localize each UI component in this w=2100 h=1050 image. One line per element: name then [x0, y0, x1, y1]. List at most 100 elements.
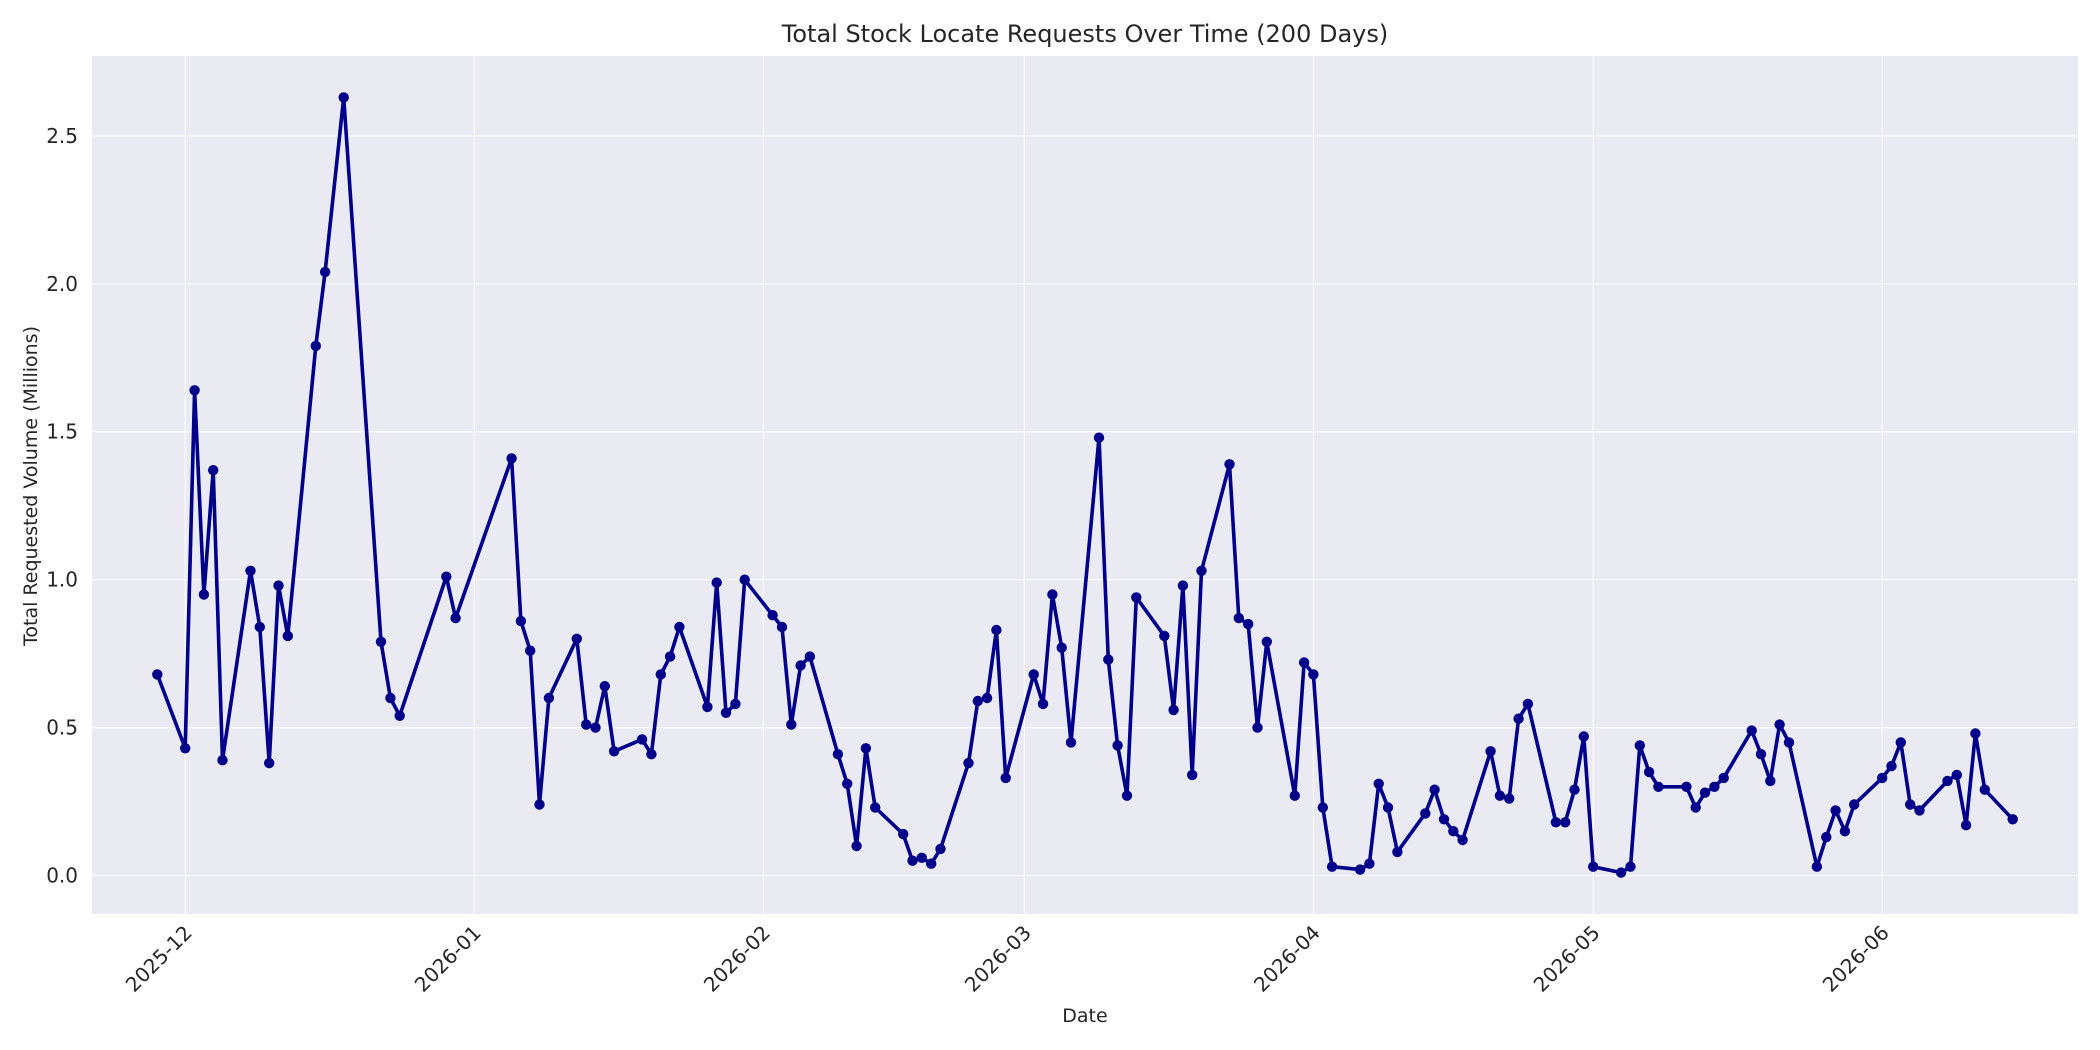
plot-area — [92, 56, 2078, 914]
data-point — [581, 719, 592, 730]
data-point — [1028, 669, 1039, 680]
data-point — [208, 465, 219, 476]
data-point — [646, 749, 657, 760]
data-point — [1625, 861, 1636, 872]
y-tick-label: 0.5 — [46, 716, 78, 740]
data-point — [1830, 805, 1841, 816]
data-point — [1877, 772, 1888, 784]
data-point — [189, 385, 200, 396]
data-point — [608, 746, 620, 757]
data-point — [1289, 790, 1301, 801]
data-point — [1746, 725, 1757, 736]
data-point — [1615, 867, 1627, 878]
data-point — [1653, 781, 1664, 792]
data-point — [1849, 799, 1860, 810]
data-point — [394, 710, 405, 721]
data-point — [1905, 799, 1916, 810]
y-axis-ticks: 0.0 0.5 1.0 1.5 2.0 2.5 — [46, 124, 78, 888]
data-point — [1308, 669, 1319, 680]
data-point — [1093, 432, 1105, 443]
data-point — [1438, 814, 1450, 825]
data-point — [534, 799, 545, 810]
data-point — [319, 266, 331, 278]
data-point — [1233, 612, 1245, 624]
data-point — [767, 610, 778, 621]
data-point — [935, 843, 946, 855]
data-point — [1774, 719, 1785, 730]
data-point — [907, 855, 918, 866]
data-point — [636, 734, 648, 745]
data-point — [599, 681, 610, 692]
data-point — [1261, 636, 1273, 647]
data-point — [245, 565, 256, 576]
data-point — [543, 692, 555, 704]
data-point — [441, 571, 452, 582]
data-point — [198, 589, 210, 600]
data-point — [2007, 814, 2018, 825]
data-point — [1056, 642, 1067, 653]
data-point — [1970, 728, 1981, 739]
data-point — [711, 577, 722, 588]
data-point — [870, 802, 881, 813]
data-point — [1550, 817, 1562, 828]
data-point — [525, 645, 536, 656]
data-point — [1886, 760, 1897, 772]
data-point — [506, 453, 517, 464]
y-tick-label: 1.0 — [46, 568, 78, 592]
data-point — [217, 755, 228, 766]
data-point — [786, 719, 797, 730]
data-point — [264, 757, 275, 769]
data-point — [1103, 654, 1114, 665]
data-point — [385, 692, 396, 704]
data-point — [972, 695, 983, 707]
data-point — [1112, 740, 1123, 751]
data-point — [180, 743, 191, 754]
y-tick-label: 0.0 — [46, 864, 78, 888]
data-point — [1485, 746, 1496, 757]
data-point — [1690, 802, 1701, 813]
data-point — [1065, 737, 1077, 748]
data-point — [1951, 769, 1963, 781]
data-point — [1513, 713, 1524, 724]
data-point — [1168, 704, 1179, 716]
x-axis-label: Date — [1062, 1005, 1107, 1027]
data-point — [152, 669, 163, 680]
data-point — [1037, 698, 1049, 710]
data-point — [1317, 802, 1329, 813]
data-point — [1895, 737, 1907, 748]
data-point — [1522, 698, 1534, 710]
data-point — [1364, 858, 1375, 869]
data-point — [1588, 861, 1599, 872]
data-point — [1811, 861, 1823, 872]
data-point — [254, 621, 265, 633]
data-point — [282, 630, 293, 642]
data-point — [571, 633, 582, 644]
data-point — [1569, 784, 1580, 795]
data-point — [655, 669, 666, 680]
data-point — [702, 701, 713, 713]
data-point — [795, 660, 806, 671]
y-tick-label: 1.5 — [46, 420, 78, 444]
data-point — [832, 749, 844, 760]
data-point — [916, 852, 927, 863]
chart-title: Total Stock Locate Requests Over Time (2… — [781, 20, 1388, 48]
data-point — [1504, 793, 1515, 804]
data-point — [1681, 781, 1692, 792]
data-point — [450, 612, 461, 624]
data-point — [1373, 778, 1384, 789]
data-point — [1839, 826, 1851, 837]
data-point — [1448, 826, 1459, 837]
data-point — [310, 340, 321, 352]
data-point — [1494, 790, 1506, 801]
data-point — [515, 615, 527, 627]
data-point — [1709, 781, 1720, 792]
data-point — [1177, 580, 1189, 591]
data-point — [1429, 784, 1440, 795]
data-point — [1755, 749, 1767, 760]
data-point — [375, 636, 387, 647]
data-point — [664, 651, 676, 662]
data-point — [776, 621, 788, 633]
data-point — [1783, 737, 1795, 748]
data-point — [1942, 775, 1953, 787]
